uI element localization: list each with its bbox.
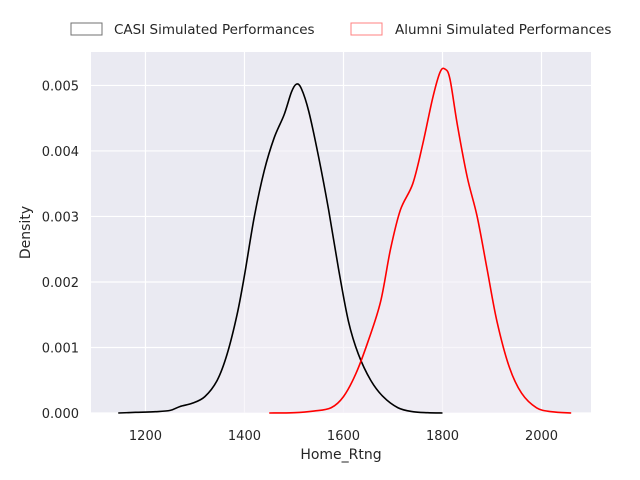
y-tick-label: 0.005 [42, 79, 79, 94]
density-line-series-1 [269, 67, 572, 414]
y-tick-label: 0.000 [42, 407, 79, 422]
density-fill-series-1 [269, 68, 572, 414]
x-tick-label: 2000 [525, 429, 558, 444]
x-axis-ticks: 1200 1400 1600 1800 2000 [129, 429, 558, 444]
legend-label-casi: CASI Simulated Performances [114, 22, 315, 38]
y-axis-ticks: 0.000 0.001 0.002 0.003 0.004 0.005 [42, 79, 79, 422]
density-lines [118, 67, 572, 414]
legend-swatch-casi [70, 22, 103, 36]
x-tick-label: 1400 [228, 429, 261, 444]
y-axis-label: Density [18, 206, 34, 259]
density-line-series-0 [118, 83, 443, 414]
x-tick-label: 1800 [426, 429, 459, 444]
legend-label-alumni: Alumni Simulated Performances [395, 22, 611, 38]
x-tick-label: 1600 [327, 429, 360, 444]
legend-swatch-alumni [350, 22, 383, 36]
density-fill-series-0 [118, 83, 443, 413]
y-tick-label: 0.002 [42, 276, 79, 291]
density-fills [118, 68, 572, 414]
y-tick-label: 0.003 [42, 210, 79, 225]
y-tick-label: 0.004 [42, 145, 79, 160]
y-tick-label: 0.001 [42, 341, 79, 356]
x-axis-label: Home_Rtng [300, 447, 381, 463]
legend: CASI Simulated Performances Alumni Simul… [70, 22, 611, 38]
x-tick-label: 1200 [129, 429, 162, 444]
